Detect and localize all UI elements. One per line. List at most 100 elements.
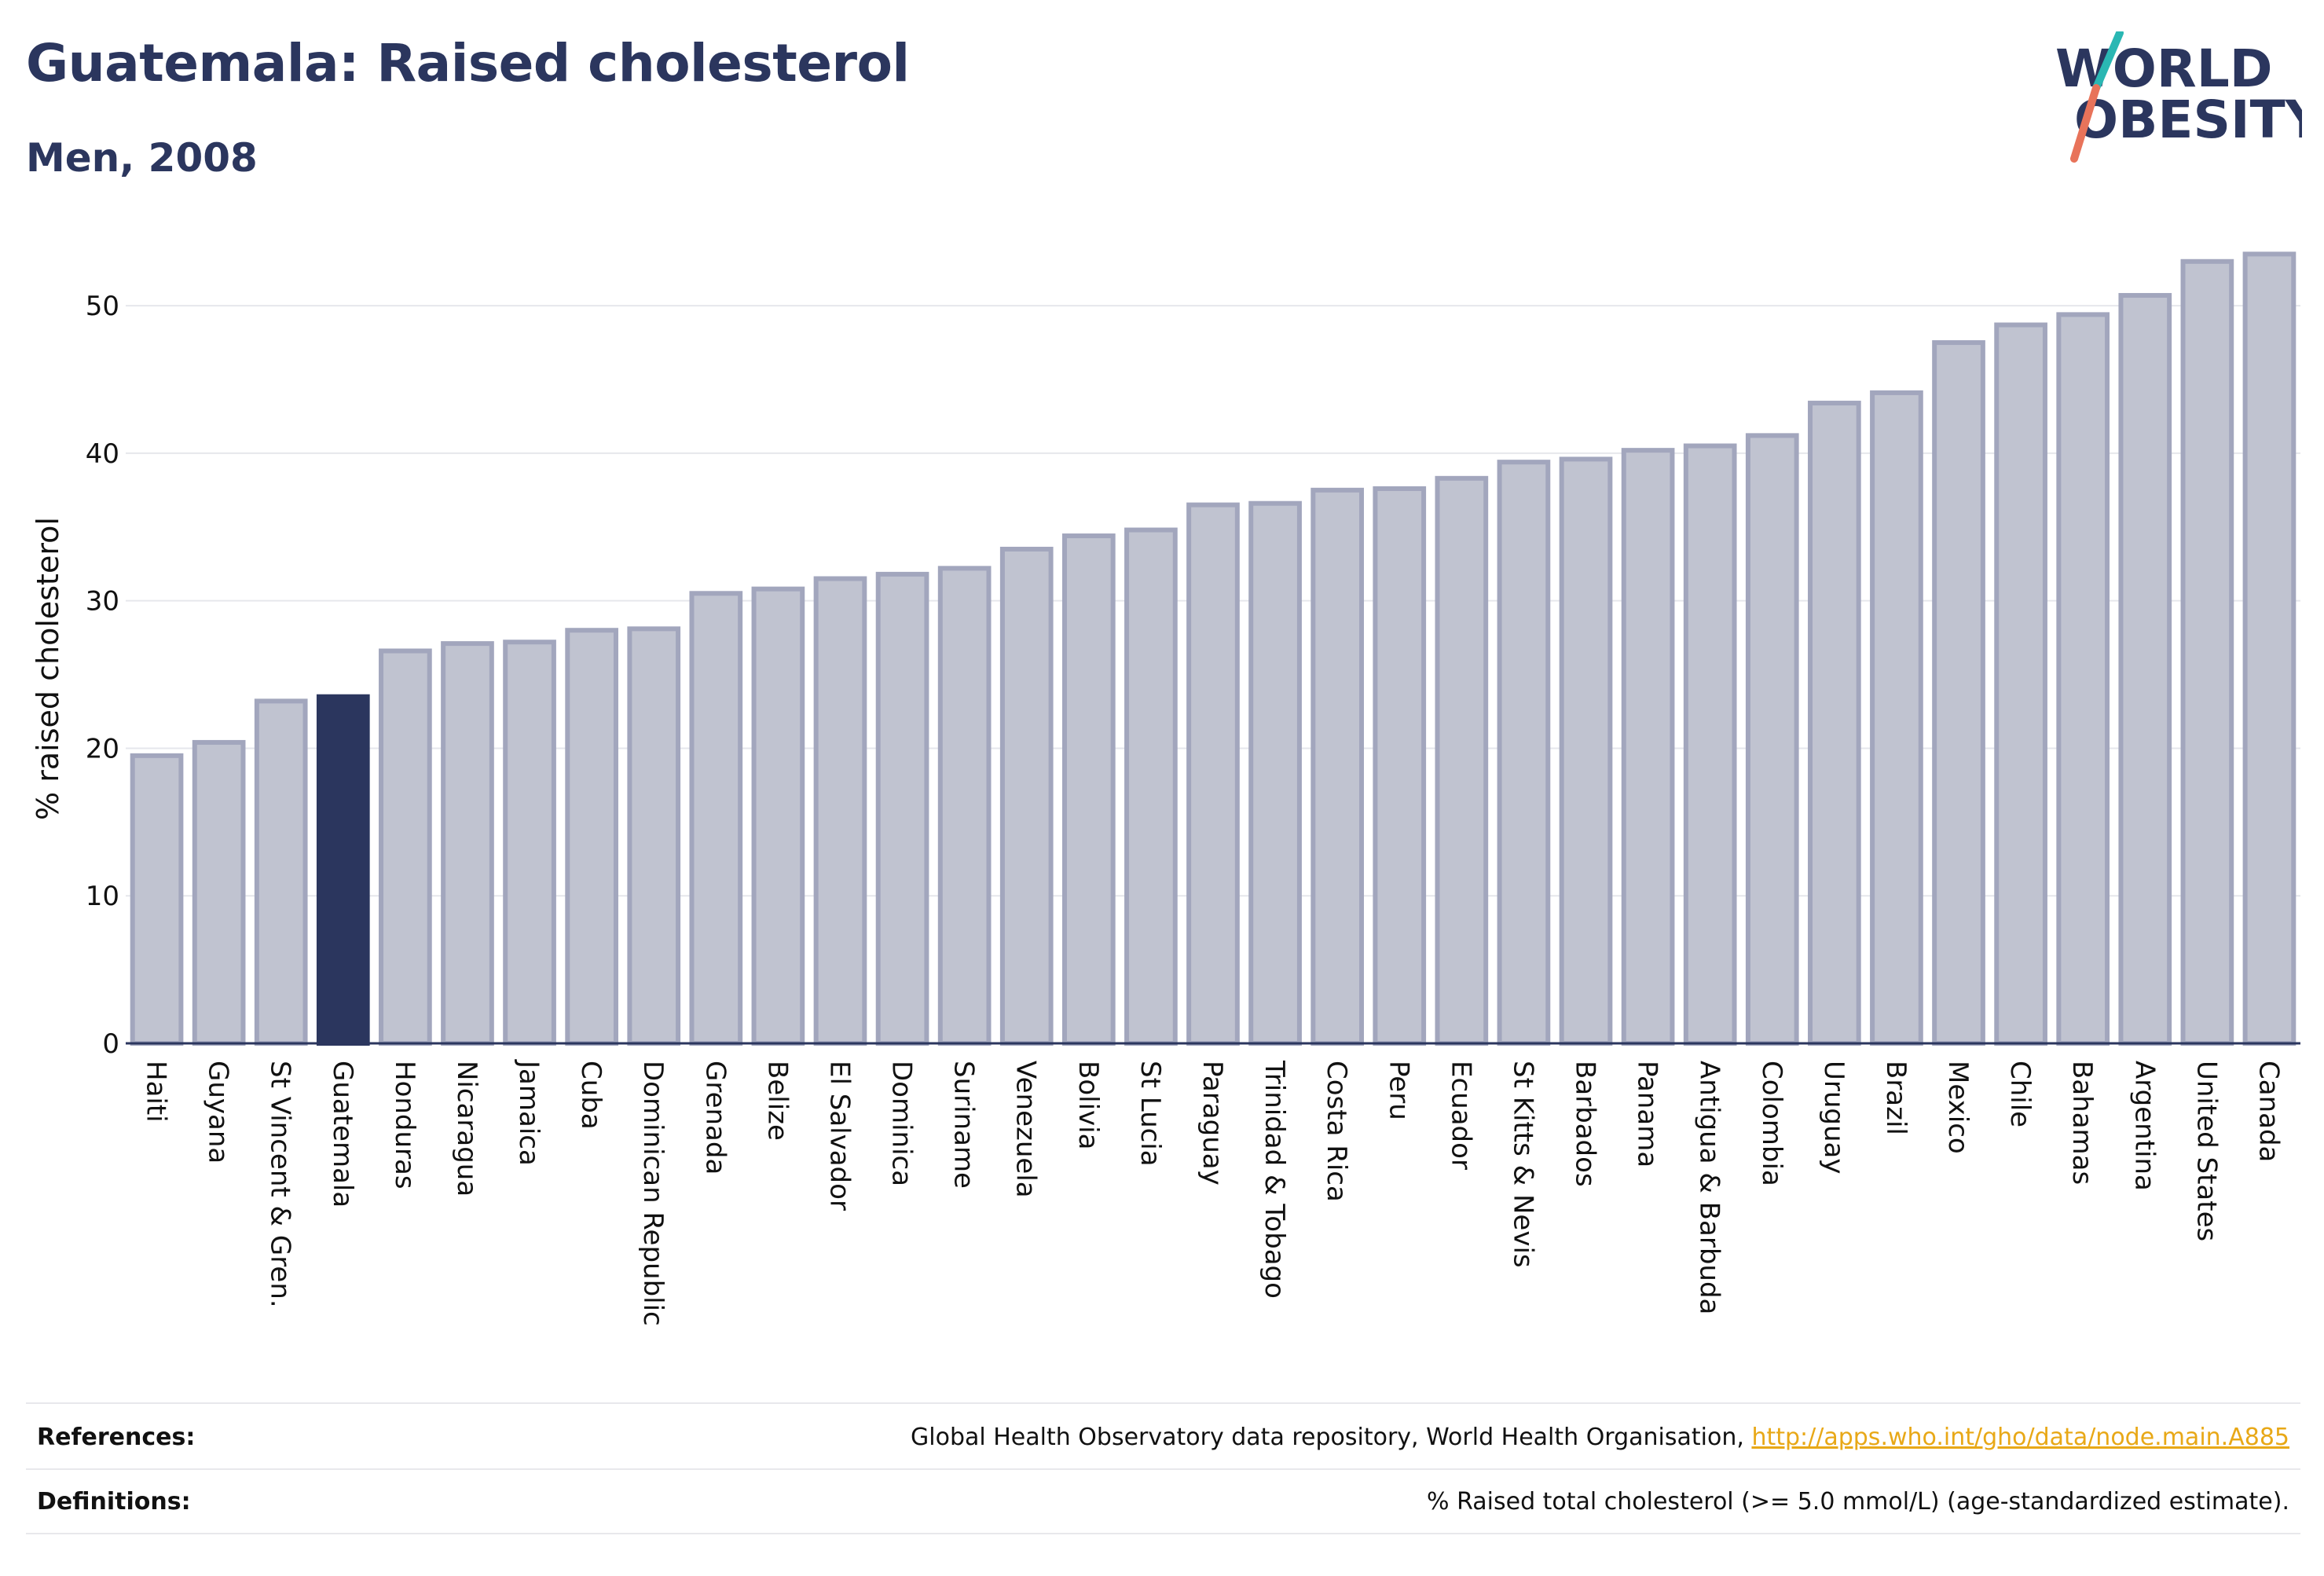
bar-ecuador — [1435, 475, 1489, 1046]
bars — [130, 251, 2297, 1046]
x-tick-label: Antigua & Barbuda — [1694, 1061, 1725, 1314]
bar-guatemala — [316, 694, 370, 1046]
y-tick-label: 20 — [86, 733, 119, 764]
logo-line-1: WORLD — [2055, 38, 2273, 99]
references-link[interactable]: http://apps.who.int/gho/data/node.main.A… — [1751, 1423, 2289, 1451]
bar-bahamas — [2056, 312, 2110, 1046]
x-tick-label: Haiti — [141, 1061, 172, 1123]
x-tick-label: Brazil — [1880, 1061, 1912, 1135]
x-tick-label: St Lucia — [1135, 1061, 1166, 1167]
page-subtitle: Men, 2008 — [26, 135, 258, 181]
bar-st-vincent-gren- — [254, 698, 308, 1046]
x-tick-label: Cuba — [575, 1061, 607, 1130]
page-title: Guatemala: Raised cholesterol — [26, 33, 910, 93]
bar-colombia — [1745, 433, 1799, 1046]
x-tick-label: Barbados — [1570, 1061, 1601, 1187]
x-tick-label: Argentina — [2128, 1061, 2160, 1191]
x-tick-label: Dominican Republic — [637, 1061, 669, 1326]
bar-barbados — [1559, 456, 1613, 1046]
x-tick-label: Guatemala — [327, 1061, 358, 1208]
x-tick-label: Belize — [761, 1061, 793, 1141]
x-tick-label: Mexico — [1942, 1061, 1974, 1154]
x-tick-label: Uruguay — [1818, 1061, 1849, 1175]
x-tick-label: Honduras — [389, 1061, 420, 1189]
x-tick-label: St Kitts & Nevis — [1507, 1061, 1538, 1268]
x-tick-label: Guyana — [203, 1061, 234, 1164]
x-tick-label: Bahamas — [2066, 1061, 2098, 1185]
x-tick-label: Suriname — [948, 1061, 980, 1189]
y-tick-label: 40 — [86, 438, 119, 470]
x-tick-label: Jamaica — [513, 1059, 544, 1166]
footer-rule-middle — [26, 1468, 2300, 1470]
y-axis-title: % raised cholesterol — [31, 517, 65, 820]
bar-united-states — [2180, 258, 2234, 1046]
footer-rule-bottom — [26, 1533, 2300, 1534]
y-axis-ticks: 0 10 20 30 40 50 — [86, 291, 119, 1060]
footer-rule-top — [26, 1402, 2300, 1404]
x-tick-label: United States — [2190, 1061, 2222, 1241]
bar-suriname — [937, 566, 992, 1046]
y-tick-label: 50 — [86, 291, 119, 322]
bar-brazil — [1870, 390, 1923, 1046]
logo-slash-bottom — [2070, 84, 2100, 163]
x-tick-label: St Vincent & Gren. — [265, 1061, 296, 1308]
y-tick-label: 10 — [86, 881, 119, 912]
x-tick-label: Chile — [2004, 1061, 2036, 1127]
logo-slash-top — [2092, 31, 2124, 92]
references-label: References: — [37, 1423, 196, 1451]
bar-el-salvador — [813, 576, 867, 1046]
y-tick-label: 30 — [86, 586, 119, 618]
bar-st-kitts-nevis — [1497, 460, 1551, 1046]
bar-guyana — [192, 739, 246, 1046]
x-tick-label: Venezuela — [1010, 1061, 1042, 1198]
bar-antigua-barbuda — [1683, 443, 1737, 1046]
bar-cuba — [565, 628, 618, 1046]
definitions-label: Definitions: — [37, 1487, 191, 1516]
bar-chile — [1994, 322, 2047, 1046]
x-tick-label: Bolivia — [1072, 1061, 1104, 1149]
references-value: Global Health Observatory data repositor… — [911, 1424, 2300, 1451]
definitions-row: Definitions: % Raised total cholesterol … — [26, 1470, 2300, 1533]
world-obesity-logo: WORLD OBESITY — [2055, 31, 2302, 163]
bar-haiti — [130, 753, 184, 1046]
y-tick-label: 0 — [102, 1028, 119, 1060]
x-tick-label: Paraguay — [1197, 1061, 1228, 1186]
x-tick-label: Ecuador — [1445, 1061, 1476, 1170]
bar-dominican-republic — [627, 626, 681, 1046]
x-tick-label: Trinidad & Tobago — [1259, 1060, 1290, 1299]
bar-paraguay — [1186, 502, 1240, 1046]
bar-bolivia — [1061, 533, 1116, 1046]
x-tick-label: Costa Rica — [1321, 1061, 1352, 1202]
bar-panama — [1621, 448, 1675, 1046]
bar-argentina — [2118, 292, 2172, 1046]
bar-trinidad-tobago — [1248, 500, 1302, 1046]
references-row: References: Global Health Observatory da… — [26, 1406, 2300, 1468]
bar-chart: 0 10 20 30 40 50 Haiti Guyana St Vincent & Gren… — [31, 251, 2300, 1326]
x-tick-label: El Salvador — [823, 1061, 855, 1211]
bar-costa-rica — [1310, 487, 1365, 1046]
x-axis-labels: Haiti Guyana St Vincent & Gren. Guatemala Ho… — [141, 1059, 2285, 1326]
x-tick-label: Nicaragua — [451, 1061, 482, 1197]
x-tick-label: Peru — [1383, 1061, 1414, 1120]
bar-venezuela — [999, 546, 1054, 1046]
bar-uruguay — [1808, 401, 1861, 1046]
bar-belize — [751, 586, 805, 1046]
bar-peru — [1373, 486, 1427, 1046]
x-tick-label: Canada — [2253, 1061, 2284, 1162]
bar-mexico — [1932, 340, 1985, 1046]
bar-dominica — [875, 571, 929, 1046]
x-tick-label: Panama — [1632, 1061, 1663, 1167]
definitions-value: % Raised total cholesterol (>= 5.0 mmol/… — [1427, 1487, 2289, 1516]
x-tick-label: Dominica — [886, 1061, 918, 1186]
references-text: Global Health Observatory data repositor… — [911, 1423, 1752, 1451]
footer: References: Global Health Observatory da… — [26, 1402, 2300, 1536]
bar-jamaica — [503, 640, 556, 1046]
bar-nicaragua — [441, 641, 494, 1046]
x-tick-label: Grenada — [699, 1061, 731, 1175]
x-tick-label: Colombia — [1756, 1061, 1787, 1186]
bar-grenada — [689, 591, 743, 1046]
bar-canada — [2242, 251, 2297, 1046]
bar-st-lucia — [1124, 527, 1178, 1046]
logo-line-2: OBESITY — [2074, 90, 2302, 150]
bar-honduras — [379, 648, 432, 1046]
